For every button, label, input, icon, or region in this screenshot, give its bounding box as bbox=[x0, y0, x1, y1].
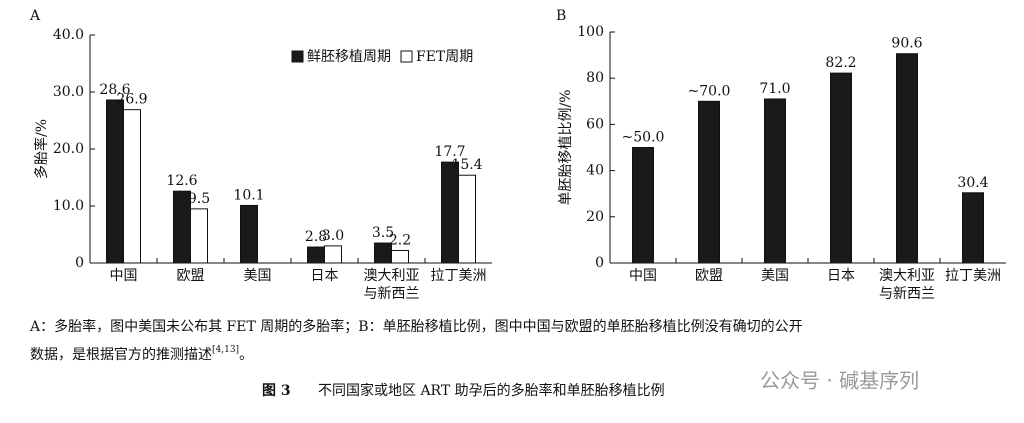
bar bbox=[307, 246, 325, 264]
data-label: 3.0 bbox=[322, 228, 344, 244]
bar bbox=[240, 204, 258, 264]
bar bbox=[391, 249, 409, 264]
y-tick-label: 20.0 bbox=[53, 141, 84, 157]
data-label: 12.6 bbox=[166, 173, 197, 189]
data-label: 2.2 bbox=[389, 232, 411, 248]
bar bbox=[962, 192, 984, 264]
legend-label: FET周期 bbox=[416, 49, 473, 65]
y-tick-label: 100 bbox=[577, 24, 604, 40]
data-label: 28.6 bbox=[99, 82, 130, 98]
data-label: 9.5 bbox=[188, 191, 210, 207]
legend-swatch bbox=[400, 50, 413, 63]
figure-title: 不同国家或地区 ART 助孕后的多胎率和单胚胎移植比例 bbox=[318, 382, 665, 399]
data-label: 71.0 bbox=[759, 81, 790, 97]
data-label: 17.7 bbox=[434, 144, 465, 160]
x-tick-label: 拉丁美洲 bbox=[945, 268, 1001, 284]
x-tick-label: 美国 bbox=[244, 268, 272, 284]
bar bbox=[698, 100, 720, 264]
watermark: 公众号 · 碱基序列 bbox=[760, 369, 919, 393]
x-tick-label: 欧盟 bbox=[695, 268, 723, 284]
data-label: 26.9 bbox=[116, 92, 147, 108]
data-label: 90.6 bbox=[891, 36, 922, 52]
y-tick-label: 0 bbox=[595, 255, 604, 271]
y-axis-label: 多胎率/% bbox=[33, 119, 50, 179]
x-tick-label: 澳大利亚与新西兰 bbox=[879, 268, 935, 302]
bar bbox=[458, 174, 476, 264]
x-tick-label: 日本 bbox=[827, 268, 855, 284]
x-tick-label: 澳大利亚与新西兰 bbox=[364, 268, 420, 302]
legend-swatch bbox=[291, 50, 304, 63]
caption-text: 。 bbox=[239, 347, 253, 363]
data-label: 30.4 bbox=[957, 175, 988, 191]
legend-label: 鲜胚移植周期 bbox=[307, 49, 391, 65]
bar bbox=[190, 208, 208, 264]
x-tick-label: 中国 bbox=[629, 268, 657, 284]
data-label: ~50.0 bbox=[622, 130, 665, 146]
data-label: 15.4 bbox=[451, 157, 482, 173]
caption-line: 数据，是根据官方的推测描述[4,13]。 bbox=[30, 345, 253, 364]
data-label: 3.5 bbox=[372, 225, 394, 241]
caption-text: 数据，是根据官方的推测描述 bbox=[30, 347, 212, 363]
bar bbox=[830, 72, 852, 264]
x-tick-label: 拉丁美洲 bbox=[431, 268, 487, 284]
bar bbox=[441, 161, 459, 264]
bar bbox=[896, 53, 918, 264]
data-label: 10.1 bbox=[233, 187, 264, 203]
y-tick-label: 10.0 bbox=[53, 198, 84, 214]
bar bbox=[764, 98, 786, 264]
y-tick-label: 60 bbox=[586, 116, 604, 132]
bar bbox=[123, 109, 141, 264]
caption-line: A：多胎率，图中美国未公布其 FET 周期的多胎率；B：单胚胎移植比例，图中中国… bbox=[29, 318, 803, 335]
y-tick-label: 40.0 bbox=[53, 27, 84, 43]
y-tick-label: 20 bbox=[586, 209, 604, 225]
bar bbox=[324, 245, 342, 264]
caption-ref: [4,13] bbox=[212, 345, 239, 355]
y-tick-label: 30.0 bbox=[53, 84, 84, 100]
y-axis-label: 单胚胎移植比例/% bbox=[558, 89, 574, 205]
bar bbox=[106, 99, 124, 264]
panel-label: A bbox=[29, 8, 41, 24]
y-tick-label: 80 bbox=[586, 70, 604, 86]
panel-label: B bbox=[556, 8, 566, 24]
data-label: 82.2 bbox=[825, 55, 856, 71]
y-tick-label: 40 bbox=[586, 163, 604, 179]
x-tick-label: 欧盟 bbox=[177, 268, 205, 284]
y-tick-label: 0 bbox=[75, 255, 84, 271]
x-tick-label: 日本 bbox=[311, 268, 339, 284]
data-label: 2.8 bbox=[305, 229, 327, 245]
bar bbox=[632, 147, 654, 264]
x-tick-label: 美国 bbox=[761, 268, 789, 284]
figure-number: 图 3 bbox=[262, 383, 291, 399]
x-tick-label: 中国 bbox=[110, 268, 138, 284]
data-label: ~70.0 bbox=[688, 83, 731, 99]
